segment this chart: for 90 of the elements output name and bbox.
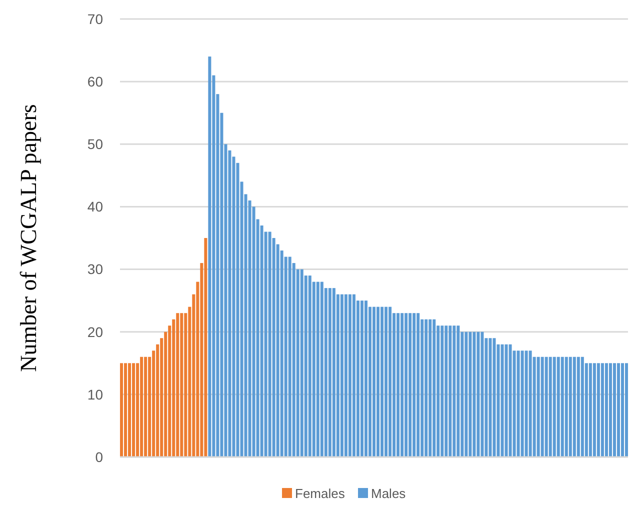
bar — [616, 363, 620, 457]
bar — [380, 306, 384, 457]
bar — [556, 356, 560, 457]
bar — [620, 363, 624, 457]
bar — [344, 294, 348, 457]
bar — [464, 332, 468, 457]
bar — [320, 282, 324, 457]
bar — [572, 356, 576, 457]
bar — [132, 363, 136, 457]
bar — [536, 356, 540, 457]
bar — [492, 338, 496, 457]
bar — [180, 313, 184, 457]
bar — [120, 363, 124, 457]
bar — [404, 313, 408, 457]
bar — [580, 356, 584, 457]
y-tick-label: 40 — [87, 198, 104, 215]
bar — [516, 350, 520, 457]
bar — [444, 326, 448, 457]
y-tick-label: 10 — [87, 386, 104, 402]
bar — [328, 288, 332, 457]
bar — [384, 306, 388, 457]
bar — [376, 306, 380, 457]
y-tick-label: 60 — [87, 73, 104, 90]
legend-label: Males — [371, 486, 406, 501]
bar — [528, 350, 532, 457]
bar — [596, 363, 600, 457]
bar — [352, 294, 356, 457]
y-tick-label: 50 — [87, 136, 104, 152]
bar — [624, 363, 628, 457]
bar — [472, 332, 476, 457]
bar — [456, 326, 460, 457]
bar — [208, 56, 212, 457]
bar — [604, 363, 608, 457]
y-axis-title: Number of WCGALP papers — [16, 104, 41, 372]
bar — [308, 276, 312, 457]
bar — [600, 363, 604, 457]
bar — [364, 300, 368, 457]
bar — [372, 306, 376, 457]
bar — [488, 338, 492, 457]
bar — [400, 313, 404, 457]
bar — [360, 300, 364, 457]
bar — [300, 269, 304, 457]
bar — [476, 332, 480, 457]
bar — [424, 319, 428, 457]
legend-label: Females — [295, 486, 346, 501]
bar — [500, 344, 504, 457]
bar — [564, 356, 568, 457]
bar — [504, 344, 508, 457]
bar — [288, 256, 292, 457]
bar — [524, 350, 528, 457]
y-tick-label: 70 — [87, 10, 104, 27]
bar — [144, 356, 148, 457]
bar — [408, 313, 412, 457]
bar — [176, 313, 180, 457]
bar — [448, 326, 452, 457]
bar — [592, 363, 596, 457]
bar — [508, 344, 512, 457]
bar — [548, 356, 552, 457]
bar — [468, 332, 472, 457]
y-tick-label: 30 — [87, 261, 104, 278]
bar — [452, 326, 456, 457]
bar — [204, 238, 208, 457]
bar — [332, 288, 336, 457]
bar — [432, 319, 436, 457]
y-tick-label: 20 — [87, 324, 104, 340]
bar — [576, 356, 580, 457]
bar — [612, 363, 616, 457]
bar — [560, 356, 564, 457]
bar — [540, 356, 544, 457]
bar — [340, 294, 344, 457]
bar — [416, 313, 420, 457]
bar — [440, 326, 444, 457]
bar — [480, 332, 484, 457]
bar — [316, 282, 320, 457]
bar — [140, 356, 144, 457]
bar — [608, 363, 612, 457]
bar — [588, 363, 592, 457]
bar — [428, 319, 432, 457]
bar — [268, 232, 272, 457]
bar — [568, 356, 572, 457]
bar — [544, 356, 548, 457]
bar — [388, 306, 392, 457]
bar — [552, 356, 556, 457]
bar — [128, 363, 132, 457]
y-tick-label: 0 — [95, 448, 104, 465]
bar — [520, 350, 524, 457]
bar — [348, 294, 352, 457]
bar — [412, 313, 416, 457]
bar — [396, 313, 400, 457]
bar — [124, 363, 128, 457]
